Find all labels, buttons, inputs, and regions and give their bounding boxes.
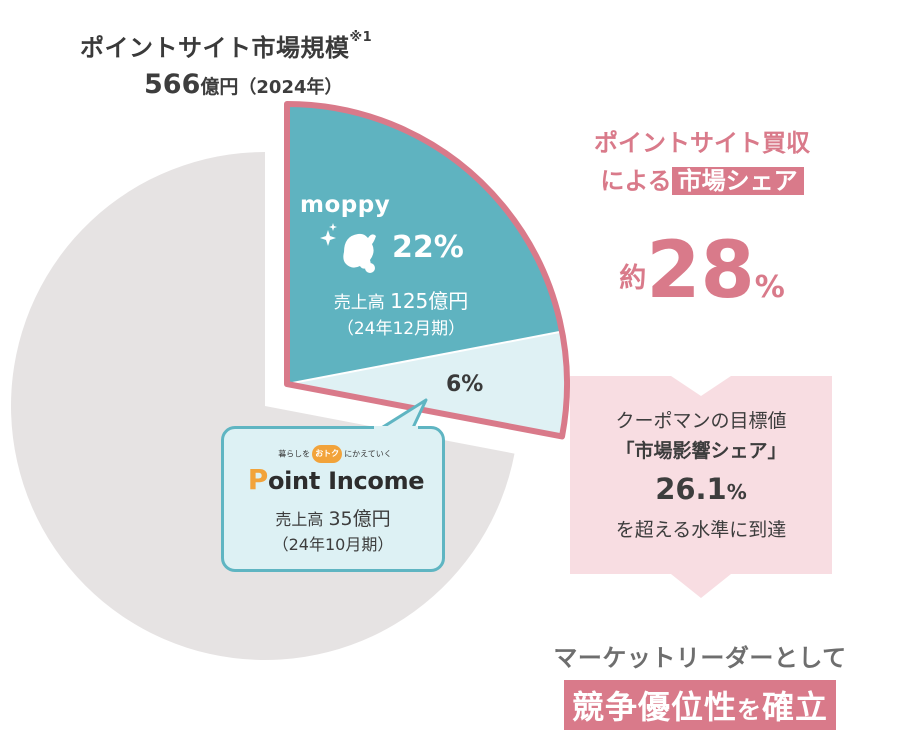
moppy-mascot-icon bbox=[320, 223, 376, 273]
pie-slice-moppy bbox=[287, 104, 563, 384]
point-income-logo: Point Income bbox=[244, 463, 428, 496]
moppy-percent-label: 22% bbox=[392, 230, 464, 265]
conclusion-particle: を bbox=[737, 696, 762, 724]
share-heading-line2-pre: による bbox=[600, 167, 672, 195]
target-value: 26.1% bbox=[570, 466, 832, 515]
slice-divider bbox=[286, 330, 563, 385]
catch-post: にかえていく bbox=[344, 449, 392, 459]
combined-share-outline bbox=[284, 101, 570, 440]
share-heading: ポイントサイト買収 による 市場シェア bbox=[560, 124, 844, 200]
point-income-period: （24年10月期） bbox=[272, 535, 394, 554]
point-income-sales-value: 35億円 bbox=[328, 508, 391, 530]
point-income-callout: 暮らしを おトク にかえていく Point Income 売上高 35億円 （24年… bbox=[221, 426, 445, 572]
moppy-sales-value: 125億円 bbox=[390, 289, 469, 313]
moppy-logo-block: moppy bbox=[300, 192, 391, 273]
moppy-period: （24年12月期） bbox=[336, 319, 466, 339]
point-income-percent-label: 6% bbox=[446, 372, 484, 397]
conclusion: 競争優位性を確立 bbox=[524, 680, 876, 730]
market-size-year: （2024年） bbox=[238, 77, 343, 98]
moppy-sales-block: 売上高 125億円 （24年12月期） bbox=[296, 288, 506, 342]
target-line2: 「市場影響シェア」 bbox=[615, 440, 787, 462]
target-text: クーポマンの目標値 「市場影響シェア」 26.1% を超える水準に到達 bbox=[570, 406, 832, 545]
conclusion-box: 競争優位性を確立 bbox=[563, 680, 837, 730]
point-income-sales-label: 売上高 bbox=[275, 510, 324, 529]
market-size-value: 566 bbox=[144, 69, 201, 100]
share-heading-line1: ポイントサイト買収 bbox=[594, 129, 810, 157]
market-size: 566億円（2024年） bbox=[80, 69, 480, 100]
leader-text: マーケットリーダーとして bbox=[553, 644, 847, 672]
conclusion-part1: 競争優位性 bbox=[571, 688, 737, 726]
point-income-logo-text: oint Income bbox=[267, 467, 425, 495]
chart-title: ポイントサイト市場規模※1 bbox=[80, 28, 480, 63]
target-number: 26.1 bbox=[655, 472, 727, 506]
share-approx: 約 bbox=[619, 263, 647, 294]
target-line1: クーポマンの目標値 bbox=[615, 410, 787, 432]
share-unit: % bbox=[754, 270, 785, 305]
chart-title-block: ポイントサイト市場規模※1 566億円（2024年） bbox=[80, 28, 480, 100]
catch-otoku-badge: おトク bbox=[312, 445, 343, 463]
market-size-unit: 億円 bbox=[200, 76, 239, 98]
conclusion-part2: 確立 bbox=[762, 688, 829, 726]
pie-slice-point-income bbox=[287, 331, 567, 437]
target-line4: を超える水準に到達 bbox=[615, 519, 787, 541]
callout-tail-joint bbox=[374, 426, 418, 430]
moppy-sales-label: 売上高 bbox=[333, 293, 385, 313]
target-box bbox=[570, 376, 832, 574]
down-arrow-icon bbox=[671, 574, 731, 598]
point-income-logo-p: P bbox=[247, 463, 269, 496]
share-number: 28 bbox=[646, 226, 755, 316]
target-unit: % bbox=[726, 480, 747, 504]
footnote-mark: ※1 bbox=[349, 30, 373, 45]
share-heading-highlight: 市場シェア bbox=[671, 167, 804, 195]
moppy-logo: moppy bbox=[300, 192, 391, 218]
point-income-catchphrase: 暮らしを おトク にかえていく bbox=[240, 445, 430, 463]
share-value: 約28% bbox=[560, 226, 844, 316]
point-income-sales-block: 売上高 35億円 （24年10月期） bbox=[224, 507, 442, 557]
title-text: ポイントサイト市場規模 bbox=[80, 34, 350, 62]
catch-pre: 暮らしを bbox=[278, 449, 311, 459]
target-box-notch bbox=[671, 376, 731, 396]
